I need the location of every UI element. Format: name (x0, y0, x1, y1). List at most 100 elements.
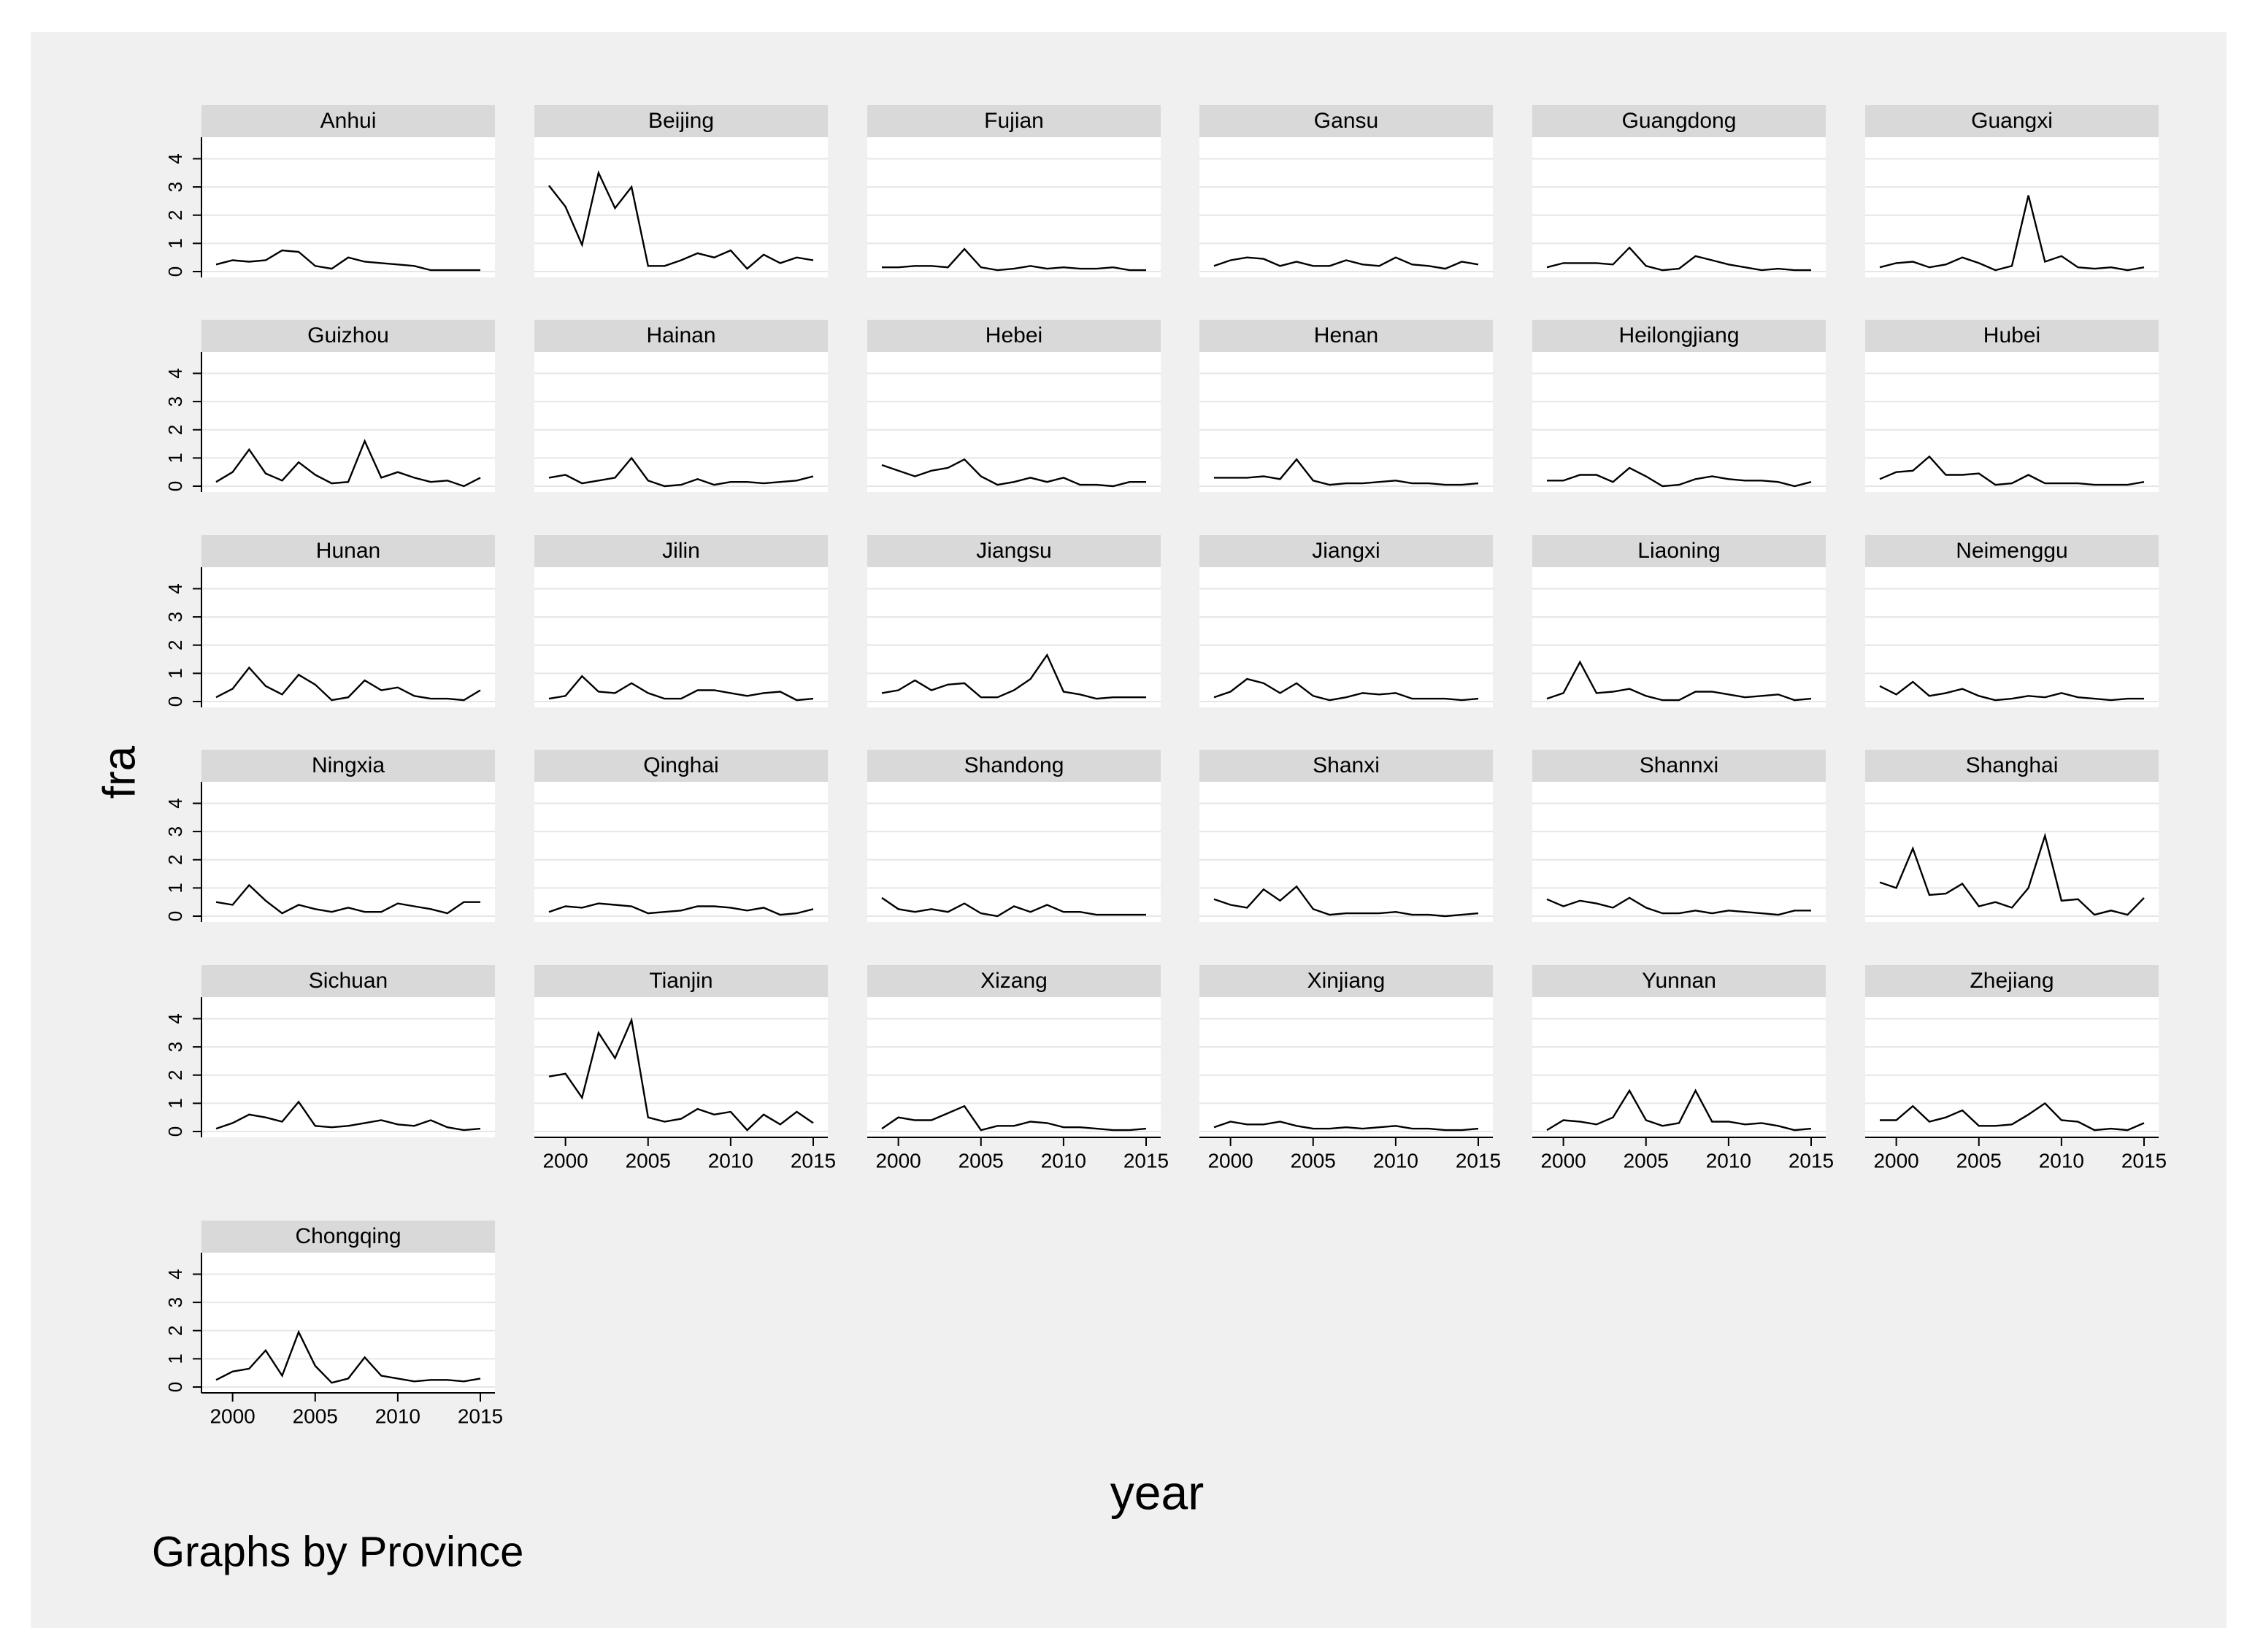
panel-title: Guangxi (1971, 109, 2053, 133)
panel-heilongjiang: Heilongjiang (1532, 320, 1826, 492)
panel-strip (201, 535, 495, 567)
panel-strip (534, 750, 828, 782)
y-tick-label: 2 (164, 854, 186, 864)
panel-title: Hainan (646, 323, 715, 347)
panel-title: Hunan (316, 539, 380, 563)
y-tick-label: 1 (164, 238, 186, 248)
plot-area (1532, 352, 1826, 492)
plot-area (867, 782, 1161, 922)
panel-strip (867, 320, 1161, 352)
series-line-shandong (881, 896, 1146, 918)
series-line-guizhou (215, 439, 481, 488)
series-line-shanghai (1879, 832, 2145, 916)
panel-ningxia: Ningxia 0 1 2 3 4 (164, 750, 495, 922)
panel-strip (1865, 105, 2159, 137)
panel-strip (1865, 320, 2159, 352)
y-tick-label: 0 (164, 1382, 186, 1392)
panel-xinjiang: Xinjiang 2000 2005 2010 2015 (1199, 965, 1501, 1172)
panel-strip (1532, 105, 1826, 137)
panel-guangxi: Guangxi (1865, 105, 2159, 277)
panel-strip (201, 750, 495, 782)
x-tick-label: 2010 (1706, 1149, 1751, 1172)
series-line-hebei (881, 458, 1146, 488)
series-line-heilongjiang (1547, 466, 1812, 488)
panel-hunan: Hunan 0 1 2 3 4 (164, 535, 495, 707)
series-line-henan (1214, 458, 1479, 486)
panel-strip (867, 535, 1161, 567)
y-tick-label: 1 (164, 668, 186, 678)
series-line-xinjiang (1213, 1121, 1479, 1132)
panel-strip (867, 750, 1161, 782)
panel-fujian: Fujian (867, 105, 1161, 277)
series-line-sichuan (215, 1100, 481, 1132)
panel-strip (534, 965, 828, 997)
panel-chongqing: Chongqing 0 1 2 3 4 2000 2005 2010 2015 (164, 1221, 503, 1427)
panel-title: Anhui (320, 109, 377, 133)
x-tick-label: 2015 (791, 1149, 836, 1172)
panel-shannxi: Shannxi (1532, 750, 1826, 922)
series-line-fujian (882, 247, 1146, 272)
plot-area (534, 997, 828, 1137)
panel-title: Xinjiang (1307, 969, 1386, 993)
panel-hubei: Hubei (1865, 320, 2159, 492)
x-tick-label: 2010 (375, 1405, 420, 1427)
panel-title: Neimenggu (1956, 539, 2067, 563)
series-line-ningxia (215, 883, 480, 915)
y-tick-label: 4 (164, 1013, 186, 1023)
y-tick-label: 2 (164, 639, 186, 650)
x-tick-label: 2015 (1456, 1149, 1501, 1172)
series-line-shannxi (1546, 896, 1811, 916)
y-tick-label: 0 (164, 481, 186, 491)
panel-title: Jiangxi (1312, 539, 1380, 563)
y-tick-label: 4 (164, 1269, 186, 1279)
x-tick-label: 2010 (708, 1149, 753, 1172)
plot-area (201, 1253, 495, 1393)
y-tick-label: 3 (164, 182, 186, 192)
panel-anhui: Anhui 0 1 2 3 4 (164, 105, 495, 277)
panel-hebei: Hebei (867, 320, 1161, 492)
x-tick-label: 2005 (626, 1149, 671, 1172)
plot-area (1865, 137, 2159, 277)
x-tick-label: 2000 (1873, 1149, 1918, 1172)
plot-area (867, 997, 1161, 1137)
plot-area (1532, 567, 1826, 707)
y-tick-label: 1 (164, 883, 186, 893)
x-tick-label: 2000 (875, 1149, 921, 1172)
panel-title: Jilin (662, 539, 700, 563)
panel-strip (201, 1221, 495, 1253)
panel-title: Sichuan (309, 969, 388, 993)
plot-area (534, 137, 828, 277)
x-tick-label: 2000 (1540, 1149, 1586, 1172)
panel-strip (1532, 750, 1826, 782)
x-tick-label: 2015 (458, 1405, 503, 1427)
series-line-hainan (548, 456, 814, 488)
panel-strip (201, 965, 495, 997)
y-tick-label: 2 (164, 210, 186, 220)
y-tick-label: 0 (164, 911, 186, 921)
plot-area (1199, 352, 1493, 492)
series-line-yunnan (1546, 1088, 1812, 1132)
panel-title: Gansu (1314, 109, 1378, 133)
panel-strip (201, 320, 495, 352)
panel-beijing: Beijing (534, 105, 828, 277)
panel-guizhou: Guizhou 0 1 2 3 4 (164, 320, 495, 492)
series-line-gansu (1213, 256, 1479, 270)
y-tick-label: 2 (164, 1069, 186, 1080)
plot-area (1199, 137, 1493, 277)
panel-title: Jiangsu (976, 539, 1051, 563)
panel-title: Zhejiang (1970, 969, 2054, 993)
plot-area (1532, 997, 1826, 1137)
panel-strip (867, 965, 1161, 997)
series-line-qinghai (548, 902, 814, 916)
panel-jiangxi: Jiangxi (1199, 535, 1493, 707)
panel-neimenggu: Neimenggu (1865, 535, 2159, 707)
panel-strip (1532, 535, 1826, 567)
y-tick-label: 0 (164, 1126, 186, 1137)
panel-title: Shannxi (1640, 753, 1718, 777)
series-line-xizang (881, 1104, 1147, 1132)
series-line-tianjin (548, 1017, 814, 1132)
panel-zhejiang: Zhejiang 2000 2005 2010 2015 (1865, 965, 2167, 1172)
graphs-by-note: Graphs by Province (152, 1528, 523, 1575)
series-line-zhejiang (1880, 1102, 2145, 1132)
x-tick-label: 2010 (1373, 1149, 1418, 1172)
